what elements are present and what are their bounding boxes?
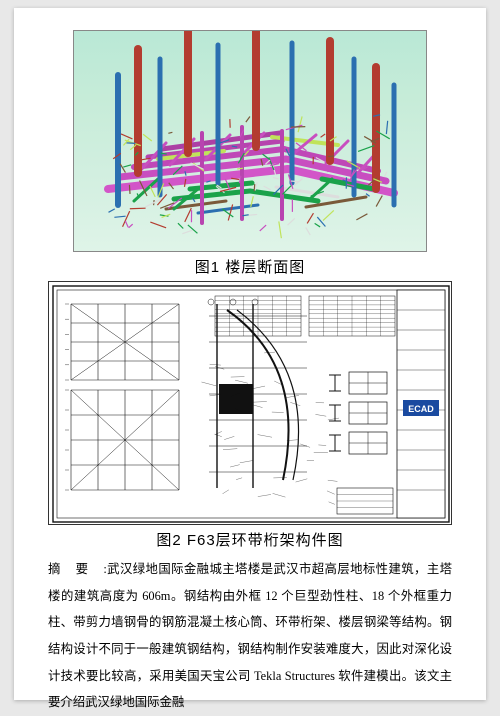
abstract-paragraph: 摘要:武汉绿地国际金融城主塔楼是武汉市超高层地标性建筑，主塔楼的建筑高度为 60… xyxy=(48,556,452,716)
figure-1-image xyxy=(73,30,427,252)
figure-1: 图1 楼层断面图 xyxy=(48,30,452,277)
figure-2: ECAD 图2 F63层环带桁架构件图 xyxy=(48,281,452,550)
figure-2-caption: 图2 F63层环带桁架构件图 xyxy=(156,529,343,550)
document-page: 图1 楼层断面图 ECAD 图2 F63层环带桁架构件图 摘要:武汉绿地国际金融… xyxy=(14,8,486,700)
figure-2-image: ECAD xyxy=(48,281,452,525)
svg-text:ECAD: ECAD xyxy=(408,404,434,414)
figure-1-caption: 图1 楼层断面图 xyxy=(195,256,306,277)
abstract-text: 武汉绿地国际金融城主塔楼是武汉市超高层地标性建筑，主塔楼的建筑高度为 606m。… xyxy=(48,562,452,709)
structural-3d-svg xyxy=(74,31,427,252)
engineering-drawing-svg: ECAD xyxy=(49,282,453,526)
